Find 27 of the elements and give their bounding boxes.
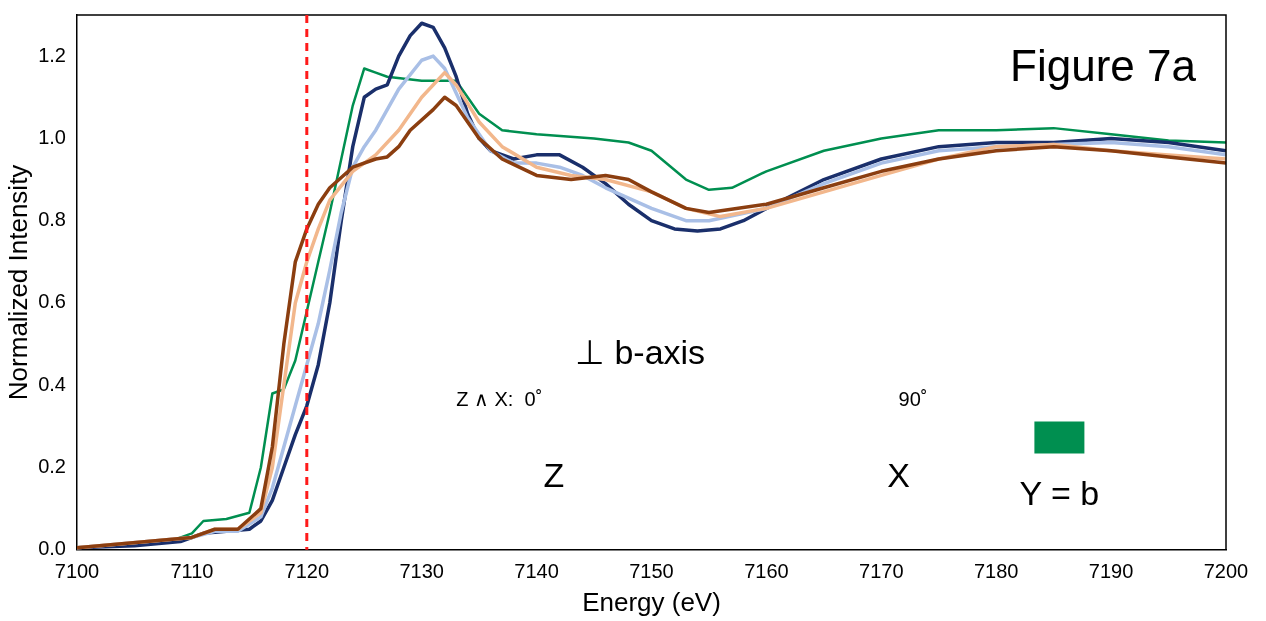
text: Figure 7a (1010, 41, 1197, 91)
x-tick-label: 7100 (54, 560, 100, 583)
x-axis-title: Energy (eV) (582, 586, 721, 617)
annotation: ⊥ b-axis (574, 332, 706, 371)
annotation: X (887, 455, 910, 494)
x-tick-label: 7140 (514, 560, 559, 583)
x-tick-label: 7200 (1203, 560, 1249, 583)
x-tick-label: 7190 (1088, 560, 1134, 583)
y-tick-label: 0.4 (38, 372, 66, 395)
y-tick-label: 0.8 (38, 208, 66, 231)
y-tick-label: 0.2 (38, 455, 66, 478)
annotation: Z ∧ X: 0˚ (456, 387, 543, 410)
x-tick-label: 7170 (859, 560, 904, 583)
x-tick-label: 7180 (973, 560, 1019, 583)
x-tick-label: 7160 (744, 560, 789, 583)
annotation: 90˚ (898, 387, 928, 410)
y-tick-label: 0.0 (38, 537, 66, 560)
y-tick-label: 0.6 (38, 290, 66, 313)
x-tick-label: 7120 (284, 560, 330, 583)
y-axis-title: Normalized Intensity (2, 164, 33, 401)
x-tick-label: 7110 (170, 560, 214, 583)
y-tick-label: 1.2 (38, 43, 66, 66)
legend-label: Y = b (1019, 473, 1100, 512)
annotation: Z (543, 455, 565, 494)
x-tick-label: 7130 (399, 560, 444, 583)
x-tick-label: 7150 (629, 560, 674, 583)
y-tick-label: 1.0 (38, 125, 66, 148)
